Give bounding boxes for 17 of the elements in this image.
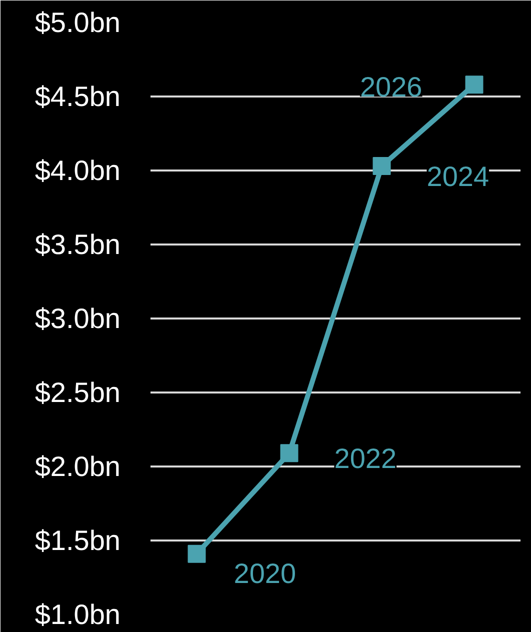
annotation: 2026	[360, 72, 422, 103]
y-tick-label: $2.0bn	[34, 451, 120, 482]
y-tick-label: $4.5bn	[34, 81, 120, 112]
y-tick-label: $2.5bn	[34, 377, 120, 408]
point	[280, 444, 298, 462]
annotation: 2022	[334, 443, 397, 474]
point	[188, 544, 206, 563]
annotation: 2020	[234, 558, 296, 589]
y-tick-label: $3.5bn	[34, 229, 120, 260]
annotation: 2024	[426, 161, 490, 192]
y-tick-label: $5.0bn	[34, 7, 120, 38]
point	[372, 157, 391, 176]
point	[465, 76, 484, 94]
y-tick-label: $1.5bn	[34, 525, 120, 556]
y-tick-label: $1.0bn	[34, 599, 120, 630]
y-tick-label: $3.0bn	[34, 303, 120, 334]
y-tick-label: $4.0bn	[34, 155, 120, 186]
